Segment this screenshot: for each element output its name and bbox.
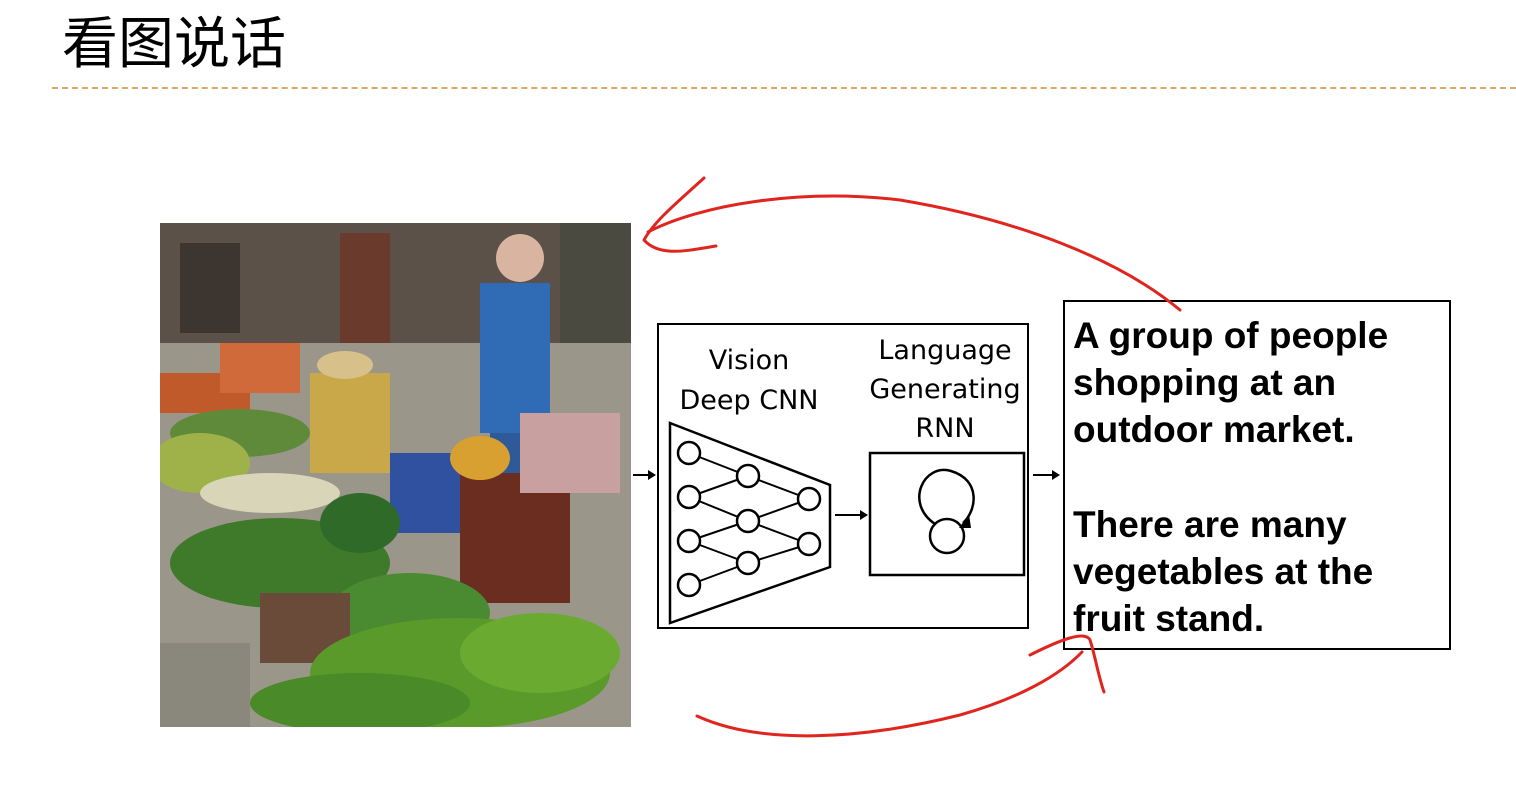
rnn-node [928, 517, 966, 555]
slide-title: 看图说话 [62, 12, 286, 77]
annotation-curve-bottom [695, 650, 1084, 738]
caption-1: A group of people shopping at an outdoor… [1073, 315, 1389, 450]
rnn-loop [918, 468, 975, 526]
rnn-box [868, 451, 1026, 577]
title-divider [52, 87, 1516, 89]
caption-2: There are many vegetables at the fruit s… [1073, 504, 1374, 639]
cnn-edges [688, 452, 810, 586]
cnn-trapezoid [668, 421, 832, 625]
annotation-arrowhead-top [642, 176, 718, 253]
language-rnn-label: Language Generating RNN [869, 335, 1021, 444]
vision-cnn-label: Vision Deep CNN [679, 345, 819, 416]
caption-box: A group of people shopping at an outdoor… [1063, 300, 1451, 650]
market-photo [160, 223, 631, 727]
model-box: Vision Deep CNN Language Generating RNN [657, 323, 1029, 629]
annotation-curve-top [646, 194, 1182, 312]
cnn-nodes [676, 440, 822, 598]
